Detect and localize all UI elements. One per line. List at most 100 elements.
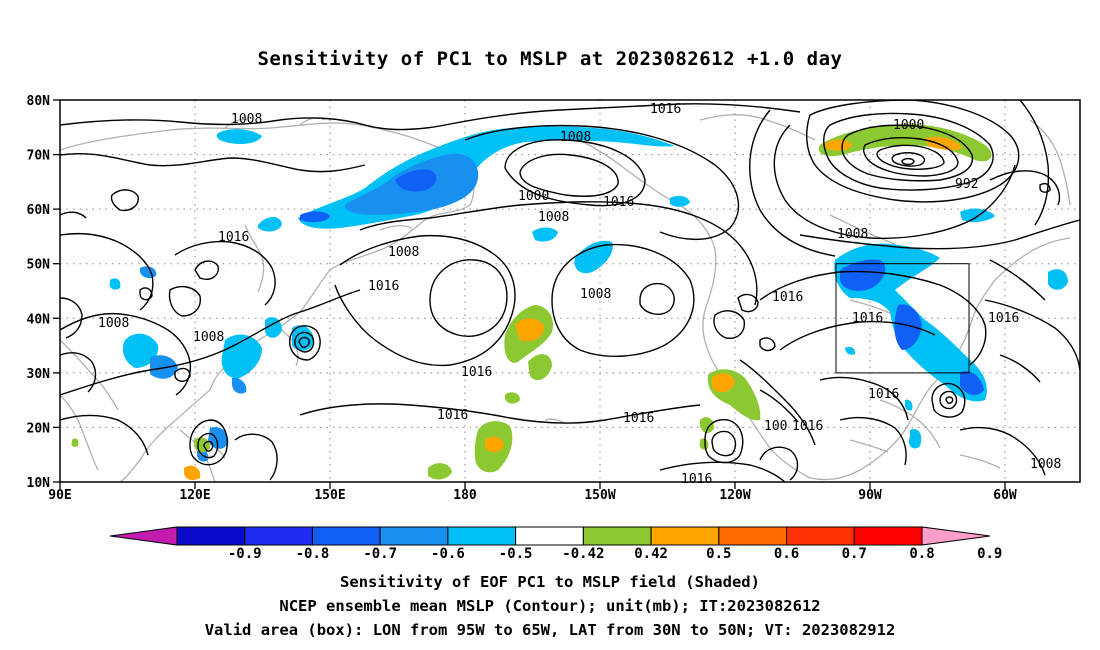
footer-line-1: Sensitivity of EOF PC1 to MSLP field (Sh… xyxy=(340,573,760,591)
colorbar-labels: -0.9 -0.8 -0.7 -0.6 -0.5 -0.42 0.42 0.5 0.6 0.7 0.… xyxy=(228,546,1003,562)
axis-ticks xyxy=(53,99,1006,489)
isobar-label: 100 xyxy=(764,419,787,434)
lat-label: 30N xyxy=(27,367,51,382)
isobar-label: 1000 xyxy=(893,118,924,133)
isobar-label: 1016 xyxy=(218,230,249,245)
negative-sensitivity-patch xyxy=(216,129,262,144)
colorbar-segment xyxy=(176,526,246,546)
negative-sensitivity-patch xyxy=(574,240,613,274)
lat-label: 50N xyxy=(27,258,51,273)
isobar-label: 1008 xyxy=(231,112,262,127)
lat-label: 80N xyxy=(27,94,51,109)
colorbar-label: -0.8 xyxy=(296,546,330,562)
isobar-label: 1008 xyxy=(388,245,419,260)
negative-sensitivity-patch xyxy=(840,259,886,291)
lon-label: 120W xyxy=(719,488,750,503)
isobar-label: 1008 xyxy=(193,330,224,345)
map-area xyxy=(60,100,1080,482)
negative-sensitivity-patch xyxy=(908,428,922,449)
map-frame xyxy=(59,99,1081,483)
negative-sensitivity-patch xyxy=(894,304,922,350)
lat-label: 20N xyxy=(27,421,51,436)
colorbar-segment xyxy=(786,526,855,546)
negative-sensitivity-patch xyxy=(1048,269,1068,290)
colorbar-label: 0.5 xyxy=(706,546,731,562)
colorbar-segment xyxy=(244,526,313,546)
isobar-label: 1016 xyxy=(868,387,899,402)
colorbar-label: -0.9 xyxy=(228,546,262,562)
negative-sensitivity-patch xyxy=(232,377,247,394)
colorbar-label: -0.7 xyxy=(363,546,397,562)
lon-label: 120E xyxy=(179,488,210,503)
lat-label: 60N xyxy=(27,203,51,218)
negative-sensitivity-patch xyxy=(258,216,282,232)
isobar-label: 1008 xyxy=(560,130,591,145)
valid-area-box xyxy=(835,263,970,374)
positive-sensitivity-patch xyxy=(925,136,962,151)
lon-label: 90W xyxy=(858,488,882,503)
colorbar-label: -0.42 xyxy=(562,546,604,562)
latitude-labels: 80N 70N 60N 50N 40N 30N 20N 10N xyxy=(27,94,51,491)
footer-line-3: Valid area (box): LON from 95W to 65W, L… xyxy=(204,621,896,639)
negative-sensitivity-patch xyxy=(960,208,995,223)
footer-line-2: NCEP ensemble mean MSLP (Contour); unit(… xyxy=(279,597,821,615)
positive-sensitivity-patch xyxy=(515,318,545,342)
negative-sensitivity-patch xyxy=(395,169,437,192)
isobar-label: 1016 xyxy=(681,472,712,487)
positive-sensitivity-patch xyxy=(818,124,992,162)
negative-sensitivity-patch xyxy=(208,426,229,449)
lon-label: 60W xyxy=(993,488,1017,503)
colorbar-segment xyxy=(515,526,584,546)
positive-sensitivity-patch xyxy=(428,463,452,480)
isobar-label: 1008 xyxy=(98,316,129,331)
colorbar-label: 0.9 xyxy=(977,546,1002,562)
negative-sensitivity-patch xyxy=(532,227,558,242)
isobar-label: 1016 xyxy=(988,311,1019,326)
positive-sensitivity-patch xyxy=(825,139,852,151)
isobar-label: 1016 xyxy=(368,279,399,294)
colorbar-arrow-low xyxy=(109,526,178,546)
negative-sensitivity-patch xyxy=(845,346,856,355)
negative-sensitivity-patch xyxy=(221,334,262,379)
positive-sensitivity-patch xyxy=(71,438,79,447)
longitude-labels: 90E 120E 150E 180 150W 120W 90W 60W xyxy=(48,488,1017,503)
negative-sensitivity-patch xyxy=(670,195,690,207)
colorbar-segment xyxy=(447,526,517,546)
isobar-label: 1016 xyxy=(772,290,803,305)
positive-sensitivity-patch xyxy=(712,373,735,393)
isobar-label: 1008 xyxy=(580,287,611,302)
isobar-label: 1016 xyxy=(650,102,681,117)
isobar-label: 1000 xyxy=(518,189,549,204)
isobar-label: 1016 xyxy=(852,311,883,326)
negative-sensitivity-patch xyxy=(265,317,282,338)
negative-sensitivity-patch xyxy=(300,211,330,223)
colorbar-label: -0.6 xyxy=(431,546,465,562)
negative-sensitivity-patch xyxy=(150,355,178,379)
colorbar-segment xyxy=(582,526,652,546)
isobar-label: 1008 xyxy=(1030,457,1061,472)
negative-sensitivity-patch xyxy=(122,333,159,368)
isobar-label: 1016 xyxy=(437,408,468,423)
isobar-label: 1016 xyxy=(623,411,654,426)
lat-label: 40N xyxy=(27,312,51,327)
colorbar-label: 0.8 xyxy=(909,546,934,562)
colorbar-segment xyxy=(718,526,788,546)
positive-sensitivity-patch xyxy=(699,438,709,450)
isobar-label: 1016 xyxy=(603,195,634,210)
lat-label: 10N xyxy=(27,476,51,491)
colorbar-label: 0.7 xyxy=(842,546,867,562)
isobar-label: 1008 xyxy=(538,210,569,225)
isobar-label: 1016 xyxy=(461,365,492,380)
lon-label: 180 xyxy=(453,488,477,503)
isobar-label: 1008 xyxy=(837,227,868,242)
colorbar-label: 0.6 xyxy=(774,546,799,562)
colorbar-segments xyxy=(176,526,923,546)
positive-sensitivity-patch xyxy=(505,392,520,404)
lat-label: 70N xyxy=(27,149,51,164)
lon-label: 150E xyxy=(314,488,345,503)
isobar-label: 992 xyxy=(955,177,978,192)
colorbar-segment xyxy=(650,526,720,546)
negative-sensitivity-patch xyxy=(109,278,121,290)
colorbar-label: 0.42 xyxy=(634,546,668,562)
